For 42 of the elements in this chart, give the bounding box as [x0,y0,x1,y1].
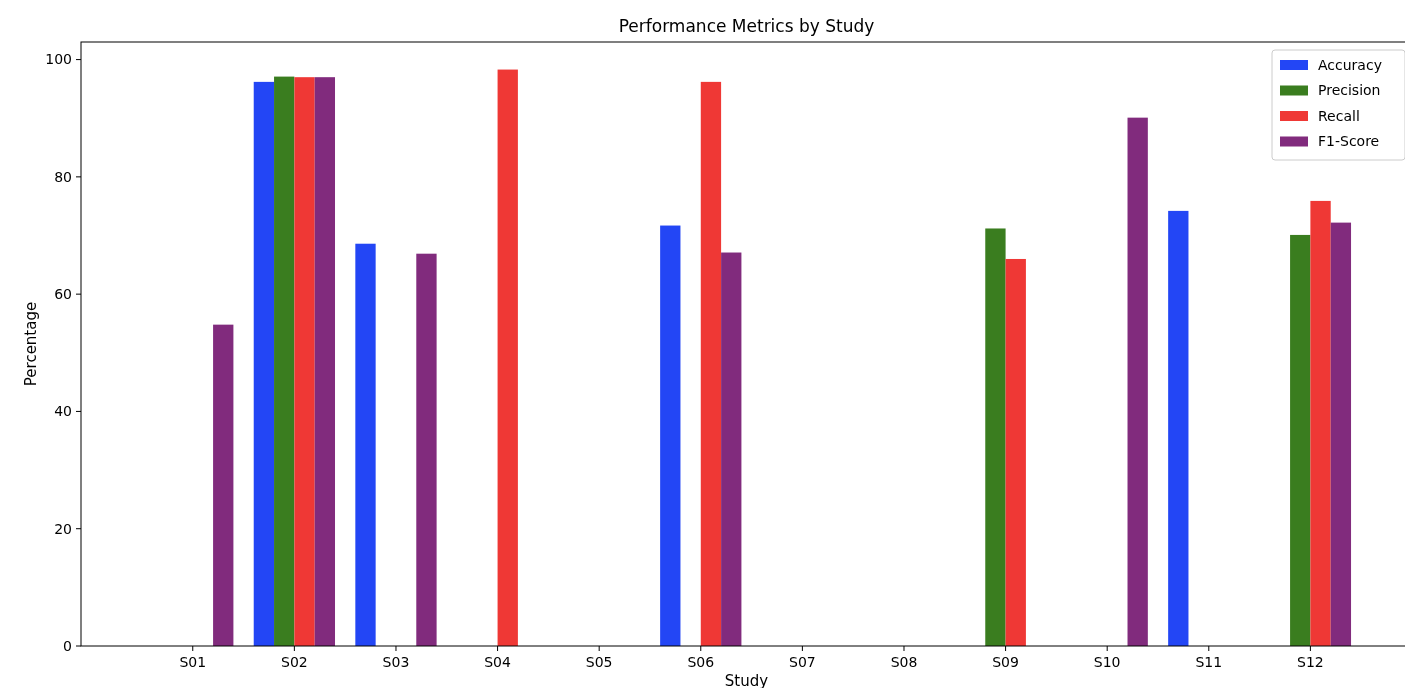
legend-label: Recall [1318,107,1360,124]
bar [253,81,275,646]
bar [213,324,234,646]
x-tick-label: S02 [281,654,308,670]
x-tick-label: S07 [789,654,816,670]
bar [355,243,376,646]
bar [660,225,681,646]
x-tick-label: S01 [179,654,207,670]
x-tick-label: S11 [1195,654,1223,670]
bar [1290,234,1311,646]
x-tick-label: S03 [382,654,410,670]
y-tick-label: 40 [54,403,72,420]
x-tick-label: S06 [687,654,715,670]
bar [314,77,336,646]
y-tick-label: 80 [54,168,72,185]
bar [1005,258,1026,646]
x-tick-label: S10 [1093,654,1121,670]
legend-label: F1-Score [1318,133,1380,150]
x-tick-label: S12 [1297,654,1324,670]
bar [1127,117,1148,646]
bar [1168,210,1189,646]
y-tick-label: 60 [54,286,72,303]
legend-label: Accuracy [1318,56,1382,73]
y-tick-label: 100 [45,51,72,68]
bar [274,76,295,646]
x-tick-label: S04 [484,654,512,670]
bar [294,77,315,646]
bar [985,228,1006,646]
chart-title: Performance Metrics by Study [618,16,875,36]
bar [1310,200,1331,646]
y-tick-label: 0 [63,637,72,654]
x-tick-label: S08 [890,654,918,670]
bar [721,252,742,646]
x-tick-label: S09 [992,654,1019,670]
bar [1330,222,1352,646]
bar [700,81,722,646]
y-axis-title: Percentage [22,301,40,387]
bar [416,253,437,646]
bar [497,69,518,646]
legend-label: Precision [1318,82,1381,99]
y-tick-label: 20 [54,520,72,537]
x-tick-label: S05 [585,654,613,670]
